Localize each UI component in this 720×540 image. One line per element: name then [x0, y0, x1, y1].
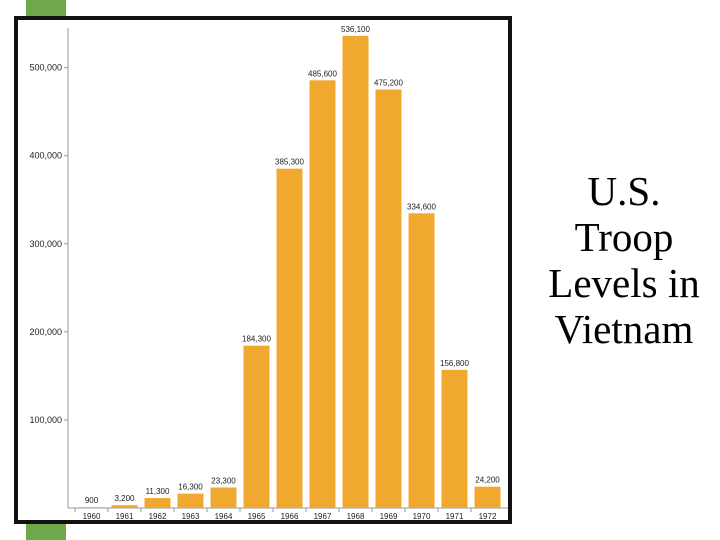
bar — [243, 345, 270, 508]
bar-data-label: 900 — [85, 496, 99, 505]
bar-data-label: 23,300 — [211, 476, 236, 485]
slide-title: U.S. Troop Levels in Vietnam — [528, 168, 720, 352]
bar-data-label: 536,100 — [341, 25, 370, 34]
bar — [276, 168, 303, 509]
x-tick-label: 1971 — [446, 512, 464, 520]
bar-data-label: 11,300 — [146, 487, 170, 496]
x-tick-label: 1970 — [413, 512, 431, 520]
x-tick-label: 1968 — [347, 512, 365, 520]
bar — [441, 369, 468, 508]
bar-data-label: 385,300 — [275, 158, 304, 167]
bar-data-label: 334,600 — [407, 202, 436, 211]
bar — [210, 487, 237, 508]
x-tick-label: 1972 — [479, 512, 497, 520]
bar — [309, 80, 336, 508]
x-tick-label: 1962 — [149, 512, 167, 520]
y-tick-label: 500,000 — [29, 63, 62, 73]
slide-accent-bar-bottom — [26, 524, 66, 540]
bar — [144, 498, 171, 508]
chart-panel: 100,000 200,000 300,000 400,000 500,000 900 19… — [18, 20, 508, 520]
x-tick-label: 1965 — [248, 512, 266, 520]
slide-title-line-4: Vietnam — [554, 306, 694, 352]
slide-title-line-3: Levels in — [548, 260, 700, 306]
y-tick-label: 200,000 — [29, 327, 62, 337]
slide-title-line-1: U.S. — [587, 168, 661, 214]
slide-title-line-2: Troop — [574, 214, 674, 260]
x-tick-label: 1966 — [281, 512, 299, 520]
y-tick-label: 300,000 — [29, 239, 62, 249]
bar-data-label: 3,200 — [114, 494, 135, 503]
bar-data-label: 24,200 — [475, 476, 500, 485]
chart-frame: 100,000 200,000 300,000 400,000 500,000 900 19… — [14, 16, 512, 524]
y-tick-label: 400,000 — [29, 151, 62, 161]
bar — [111, 505, 138, 508]
x-tick-label: 1963 — [182, 512, 200, 520]
bar-data-label: 16,300 — [178, 483, 203, 492]
bar — [342, 35, 369, 508]
x-tick-label: 1969 — [380, 512, 398, 520]
x-tick-label: 1964 — [215, 512, 233, 520]
bar-data-label: 184,300 — [242, 335, 271, 344]
x-tick-label: 1960 — [83, 512, 101, 520]
bar — [375, 89, 402, 509]
bar — [78, 507, 105, 508]
bar-data-label: 156,800 — [440, 359, 469, 368]
bar-data-label: 485,600 — [308, 69, 337, 78]
y-tick-label: 100,000 — [29, 415, 62, 425]
bar — [408, 213, 435, 508]
x-tick-label: 1967 — [314, 512, 332, 520]
bar-data-label: 475,200 — [374, 78, 403, 87]
bar — [177, 493, 204, 508]
x-tick-label: 1961 — [116, 512, 134, 520]
bar — [474, 486, 501, 508]
bar-chart: 100,000 200,000 300,000 400,000 500,000 900 19… — [29, 25, 508, 520]
